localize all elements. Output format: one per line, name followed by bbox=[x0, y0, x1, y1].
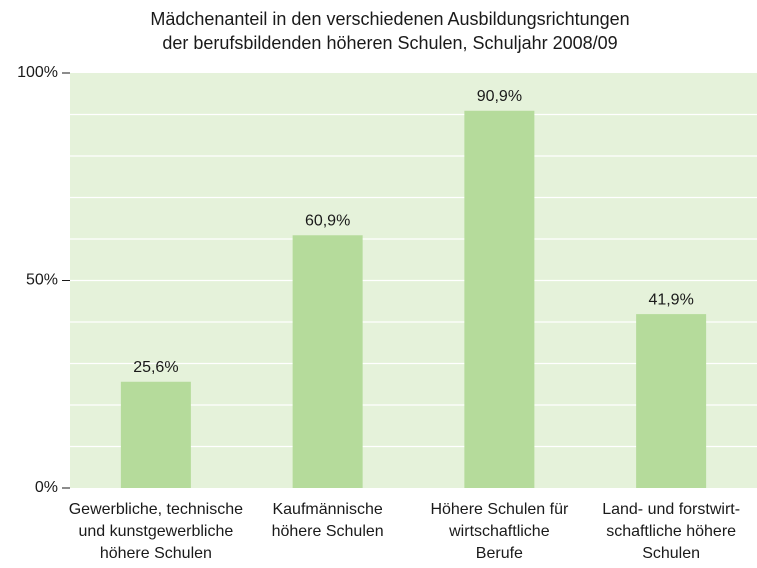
bar bbox=[636, 314, 707, 488]
value-label: 25,6% bbox=[133, 359, 178, 376]
x-tick-label: schaftliche höhere bbox=[606, 523, 736, 540]
bar bbox=[120, 381, 191, 488]
chart-title: der berufsbildenden höheren Schulen, Sch… bbox=[162, 33, 617, 53]
y-tick-label: 50% bbox=[26, 272, 58, 289]
bar bbox=[464, 110, 535, 488]
chart-title: Mädchenanteil in den verschiedenen Ausbi… bbox=[150, 9, 629, 29]
x-tick-label: Gewerbliche, technische bbox=[69, 501, 243, 518]
x-tick-label: höhere Schulen bbox=[100, 545, 212, 562]
x-tick-label: Höhere Schulen für bbox=[430, 501, 569, 518]
x-tick-label: wirtschaftliche bbox=[448, 523, 550, 540]
x-tick-label: Kaufmännische bbox=[272, 501, 382, 518]
y-tick-label: 100% bbox=[17, 64, 58, 81]
value-label: 41,9% bbox=[648, 291, 693, 308]
value-label: 60,9% bbox=[305, 212, 350, 229]
value-label: 90,9% bbox=[477, 88, 522, 105]
x-tick-label: höhere Schulen bbox=[272, 523, 384, 540]
x-tick-label: Berufe bbox=[476, 545, 523, 562]
x-tick-label: und kunstgewerbliche bbox=[78, 523, 233, 540]
x-tick-label: Schulen bbox=[642, 545, 700, 562]
x-tick-label: Land- und forstwirt- bbox=[602, 501, 740, 518]
bar bbox=[292, 235, 363, 488]
y-tick-label: 0% bbox=[35, 479, 58, 496]
